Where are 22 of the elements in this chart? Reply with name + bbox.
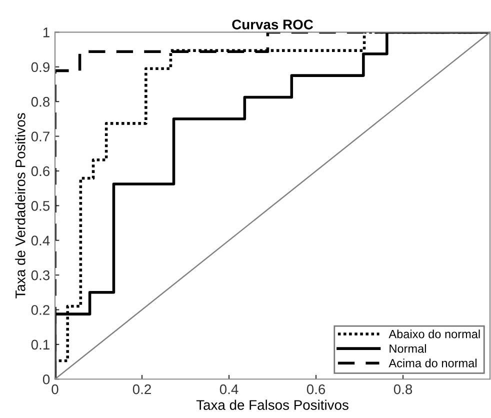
y-tick-label: 0.2 [31,305,50,315]
legend-label: Normal [390,344,426,353]
y-tick-label: 1 [43,28,50,38]
y-tick-label: 0.6 [31,166,50,176]
y-tick-label: 0.5 [31,200,50,211]
legend-label: Abaixo do normal [388,330,480,338]
chart-title: Curvas ROC [232,20,314,30]
y-tick-label: 0.3 [31,270,50,280]
x-tick-label: 0.4 [220,384,238,394]
legend-label: Acima do normal [388,358,476,368]
y-axis-title: Taxa de Verdadeiros Positivos [15,113,26,298]
x-tick-label: 0.8 [394,384,412,394]
x-axis-title: Taxa de Falsos Positivos [196,400,348,410]
x-tick-label: 0.6 [306,384,326,394]
y-tick-label: 0.4 [31,236,50,246]
y-tick-label: 0.1 [31,340,50,350]
y-tick-label: 0.7 [31,132,50,142]
x-tick-label: 0.2 [132,384,151,394]
y-tick-label: 0 [42,374,50,384]
x-tick-label: 0 [52,384,58,394]
y-tick-label: 0.9 [31,62,50,72]
y-tick-label: 0.8 [31,96,50,107]
